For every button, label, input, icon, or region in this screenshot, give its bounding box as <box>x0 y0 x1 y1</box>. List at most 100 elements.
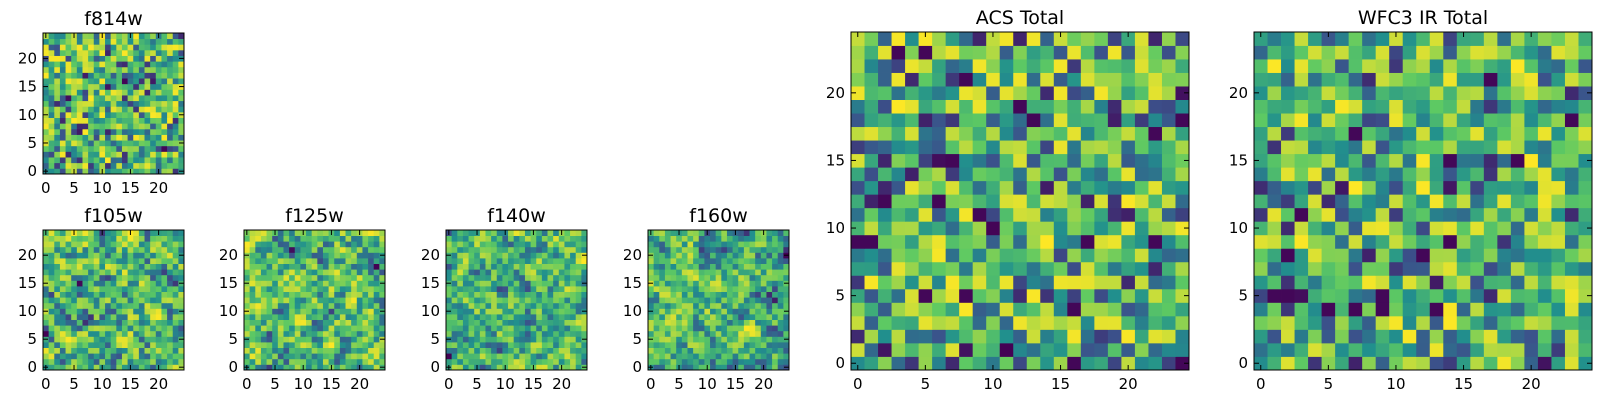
heatmap-cell <box>1107 261 1122 276</box>
heatmap-cell <box>379 235 386 242</box>
heatmap-cell <box>138 235 145 242</box>
heatmap-cell <box>670 353 677 360</box>
heatmap-cell <box>581 342 588 348</box>
heatmap-cell <box>116 330 123 337</box>
heatmap-cell <box>244 330 251 337</box>
heatmap-cell <box>547 308 554 315</box>
heatmap-cell <box>878 275 892 290</box>
heatmap-cell <box>334 280 341 287</box>
heatmap-cell <box>670 263 677 270</box>
heatmap-cell <box>150 347 157 354</box>
heatmap-cell <box>1148 275 1163 290</box>
heatmap-cell <box>144 168 151 175</box>
heatmap-cell <box>1040 288 1055 303</box>
heatmap-cell <box>918 329 933 344</box>
heatmap-cell <box>905 32 919 46</box>
heatmap-cell <box>110 353 117 360</box>
heatmap-cell <box>864 302 879 317</box>
heatmap-cell <box>1524 288 1539 303</box>
heatmap-cell <box>704 358 711 365</box>
heatmap-cell <box>1107 329 1122 344</box>
heatmap-cell <box>121 280 128 287</box>
heatmap-cell <box>1335 45 1350 60</box>
heatmap-cell <box>334 230 341 236</box>
heatmap-cell <box>760 325 767 332</box>
heatmap-cell <box>1348 113 1363 128</box>
heatmap-cell <box>155 246 162 253</box>
heatmap-cell <box>777 342 784 348</box>
heatmap-cell <box>451 263 458 270</box>
heatmap-cell <box>726 302 733 309</box>
heatmap-cell <box>749 308 756 315</box>
heatmap-cell <box>749 286 756 292</box>
heatmap-cell <box>479 353 486 360</box>
heatmap-cell <box>1375 113 1390 128</box>
heatmap-cell <box>1456 86 1471 100</box>
heatmap-cell <box>1483 99 1498 114</box>
heatmap-cell <box>121 123 128 130</box>
heatmap-cell <box>1389 86 1404 100</box>
heatmap-cell <box>362 230 369 236</box>
heatmap-cell <box>687 291 694 298</box>
heatmap-cell <box>311 235 318 242</box>
heatmap-cell <box>121 263 128 270</box>
heatmap-cell <box>121 140 128 147</box>
heatmap-cell <box>1564 302 1579 317</box>
heatmap-cell <box>43 319 50 326</box>
heatmap-cell <box>715 230 722 236</box>
heatmap-cell <box>71 66 78 73</box>
heatmap-cell <box>161 330 168 337</box>
heatmap-cell <box>71 72 78 79</box>
heatmap-cell <box>1067 329 1082 344</box>
heatmap-cell <box>1564 167 1579 182</box>
heatmap-cell <box>1080 140 1095 155</box>
heatmap-cell <box>76 353 83 360</box>
heatmap-cell <box>541 280 548 287</box>
heatmap-cell <box>508 347 515 354</box>
heatmap-cell <box>351 246 358 253</box>
heatmap-cell <box>54 55 61 62</box>
heatmap-cell <box>300 358 307 365</box>
heatmap-cell <box>93 308 100 315</box>
heatmap-cell <box>1537 248 1552 263</box>
heatmap-cell <box>743 336 750 343</box>
heatmap-cell <box>508 252 515 259</box>
heatmap-cell <box>1294 153 1309 168</box>
heatmap-cell <box>76 33 83 40</box>
heatmap-cell <box>468 246 475 253</box>
heatmap-cell <box>693 246 700 253</box>
heatmap-cell <box>1497 248 1512 263</box>
heatmap-cell <box>653 297 660 304</box>
heatmap-cell <box>93 33 100 40</box>
heatmap-cell <box>681 246 688 253</box>
heatmap-cell <box>373 258 380 264</box>
heatmap-cell <box>155 302 162 309</box>
heatmap-cell <box>524 319 531 326</box>
heatmap-cell <box>127 145 134 152</box>
heatmap-cell <box>1121 59 1136 73</box>
heatmap-cell <box>1026 261 1041 276</box>
heatmap-cell <box>121 347 128 354</box>
heatmap-cell <box>116 280 123 287</box>
heatmap-cell <box>65 258 72 264</box>
heatmap-cell <box>715 319 722 326</box>
heatmap-cell <box>457 269 464 276</box>
heatmap-cell <box>1267 167 1282 182</box>
heatmap-cell <box>553 347 560 354</box>
heatmap-cell <box>1161 288 1176 303</box>
heatmap-cell <box>1510 288 1525 303</box>
heatmap-cell <box>54 235 61 242</box>
heatmap-cell <box>116 230 123 236</box>
heatmap-cell <box>161 123 168 130</box>
heatmap-cell <box>1429 329 1444 344</box>
heatmap-cell <box>71 347 78 354</box>
heatmap-cell <box>328 286 335 292</box>
heatmap-cell <box>1308 72 1322 87</box>
heatmap-cell <box>864 32 879 46</box>
heatmap-cell <box>317 330 324 337</box>
heatmap-cell <box>54 117 61 124</box>
heatmap-cell <box>88 106 95 113</box>
heatmap-cell <box>1348 99 1363 114</box>
heatmap-cell <box>167 151 174 158</box>
y-tick-label: 5 <box>1238 287 1248 305</box>
